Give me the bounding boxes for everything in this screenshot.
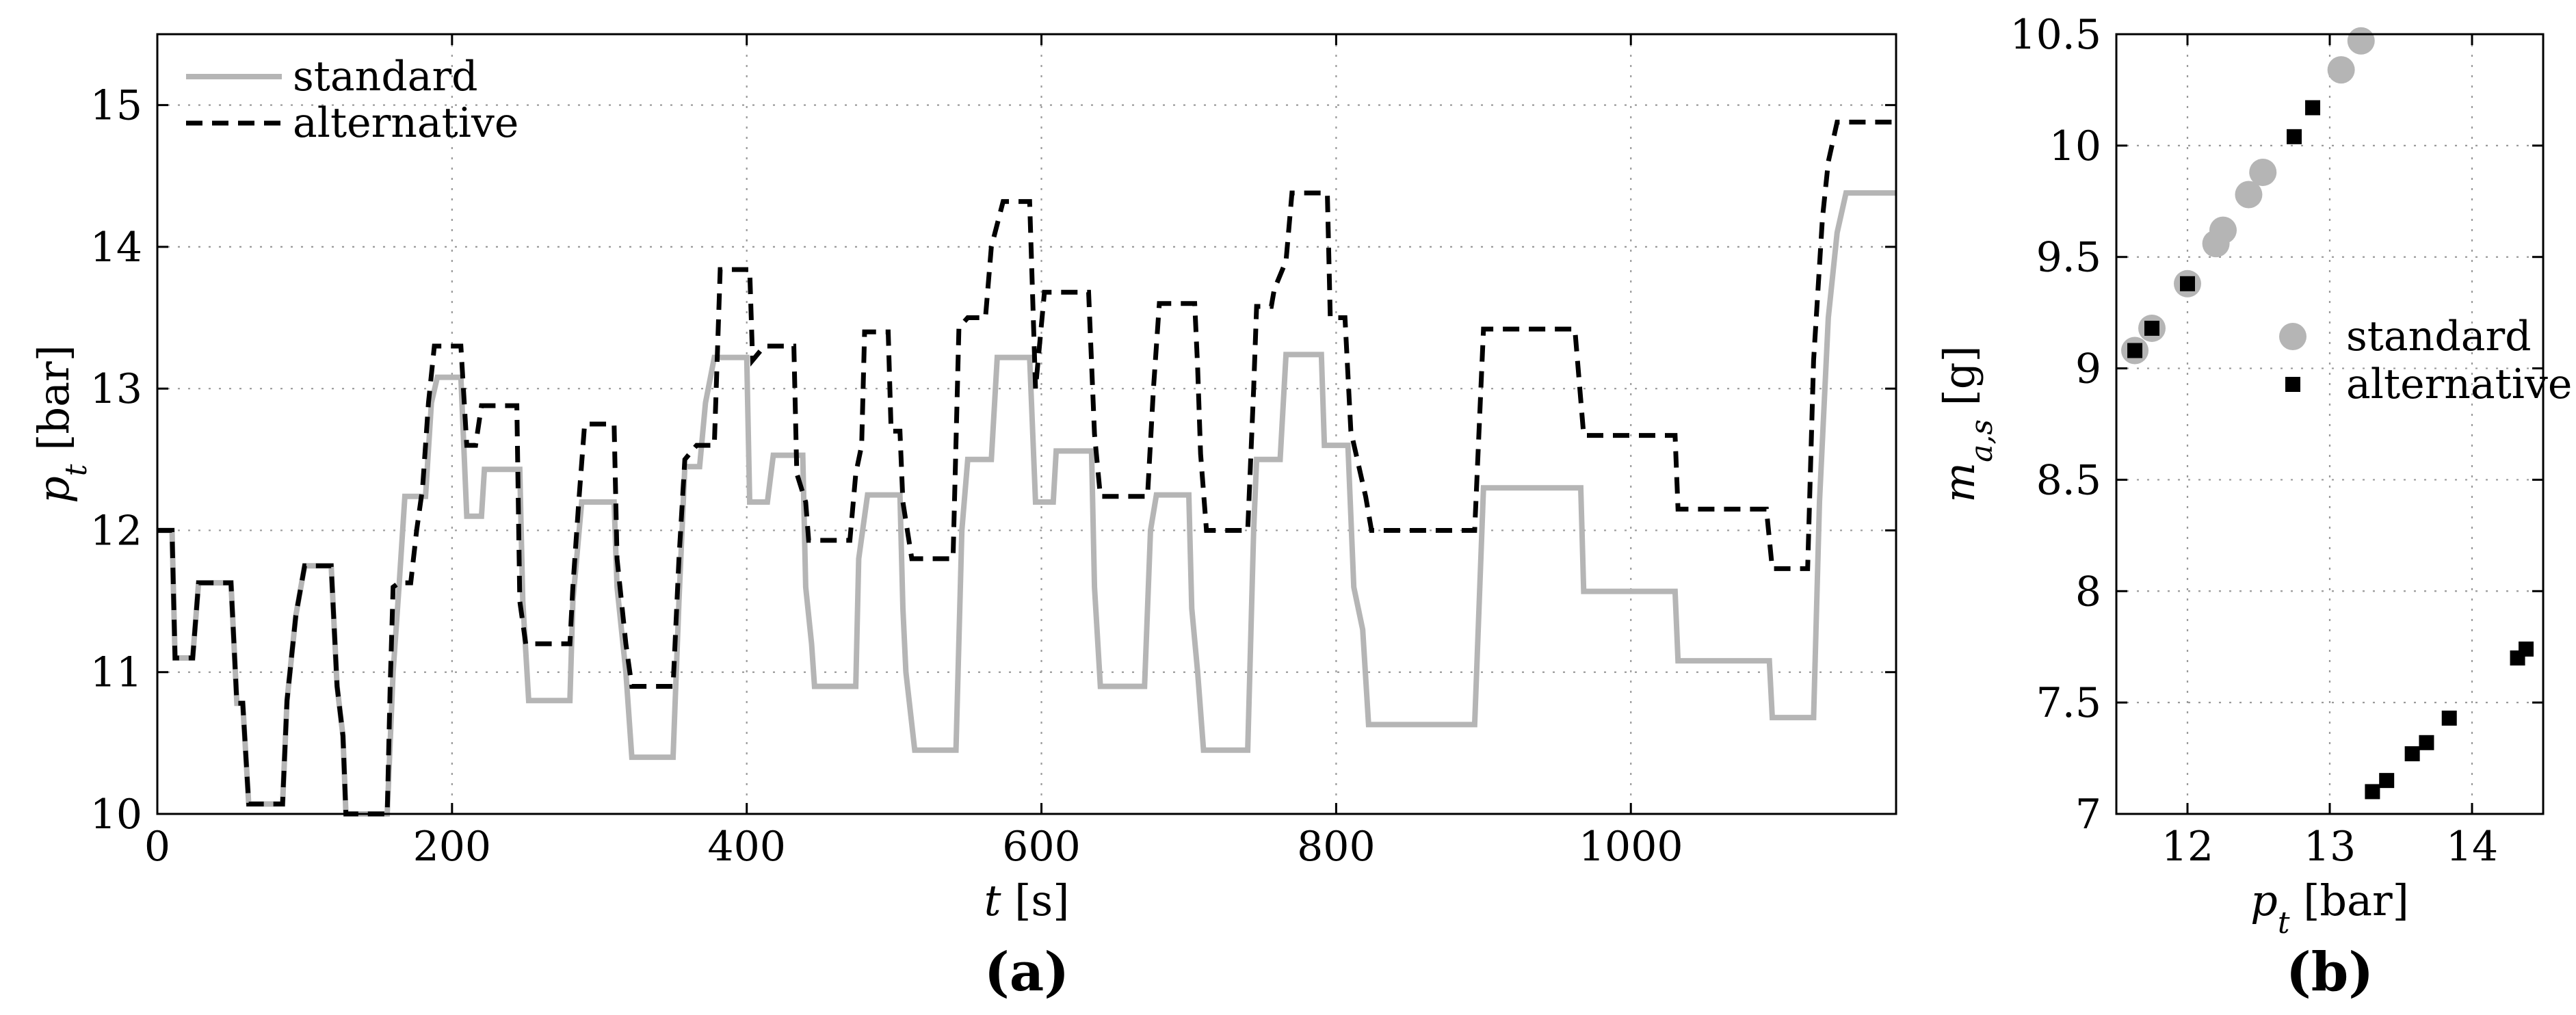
data-point-alternative (2419, 735, 2434, 750)
legend-label-standard: standard (2346, 313, 2532, 360)
plot-frame (156, 33, 1897, 815)
series-line-alternative (157, 120, 1896, 817)
data-point-alternative (2127, 343, 2143, 358)
y-tick-label: 9.5 (2036, 234, 2101, 282)
legend-label-alternative: alternative (293, 99, 518, 147)
scatter-chart-panel-b: 12 13 14 7 7.5 8 8.5 9 9.5 10 10.5 standardalternat… (1934, 11, 2572, 1003)
legend-swatch-alternative (2285, 377, 2300, 392)
x-tick-label: 1000 (1579, 823, 1683, 871)
x-axis-label: t [s] (984, 875, 1070, 925)
x-tick-label: 600 (1002, 823, 1081, 871)
data-point-alternative (2180, 276, 2195, 291)
data-point-standard (2209, 216, 2237, 244)
line-chart-panel-a: 0 200 400 600 800 1000 10 11 12 13 14 15 standardalt… (29, 33, 1897, 1003)
x-tick-label: 200 (413, 823, 492, 871)
y-tick-label: 8.5 (2036, 456, 2101, 504)
data-point-alternative (2365, 784, 2380, 800)
data-point-standard (2347, 27, 2375, 55)
data-point-alternative (2144, 320, 2159, 336)
data-point-alternative (2519, 641, 2534, 657)
x-tick-label: 14 (2446, 823, 2498, 871)
y-tick-label: 8 (2075, 568, 2101, 616)
x-tick-label: 13 (2304, 823, 2356, 871)
y-tick-label: 10.5 (2010, 11, 2101, 59)
panel-label-b: (b) (2286, 941, 2374, 1003)
y-tick-label: 7 (2075, 791, 2101, 839)
y-tick-label: 14 (90, 224, 142, 272)
data-point-alternative (2404, 746, 2420, 762)
data-point-alternative (2379, 773, 2395, 789)
x-axis-label: pt [bar] (2250, 875, 2409, 940)
legend-label-standard: standard (293, 53, 478, 101)
data-point-standard (2249, 158, 2277, 186)
data-point-alternative (2441, 710, 2457, 726)
y-tick-label: 10 (2049, 122, 2101, 170)
y-tick-label: 7.5 (2036, 679, 2101, 727)
data-point-standard (2235, 181, 2263, 209)
x-tick-label: 12 (2161, 823, 2213, 871)
data-point-alternative (2287, 129, 2302, 144)
y-axis-label: ma,s [g] (1934, 345, 1999, 502)
x-tick-label: 800 (1297, 823, 1376, 871)
y-tick-label: 9 (2075, 345, 2101, 393)
x-tick-label: 400 (707, 823, 786, 871)
y-tick-label: 15 (90, 82, 142, 130)
plot-frame (2115, 33, 2545, 815)
data-point-alternative (2305, 100, 2321, 116)
x-tick-label: 0 (144, 823, 170, 871)
y-tick-label: 12 (90, 507, 142, 555)
y-axis-label: pt [bar] (29, 345, 94, 503)
y-tick-label: 11 (90, 649, 142, 697)
y-tick-label: 13 (90, 365, 142, 413)
legend-label-alternative: alternative (2346, 360, 2572, 408)
legend-swatch-standard (2279, 323, 2306, 350)
data-point-standard (2327, 56, 2355, 84)
y-tick-label: 10 (90, 791, 142, 839)
panel-label-a: (a) (984, 941, 1069, 1003)
